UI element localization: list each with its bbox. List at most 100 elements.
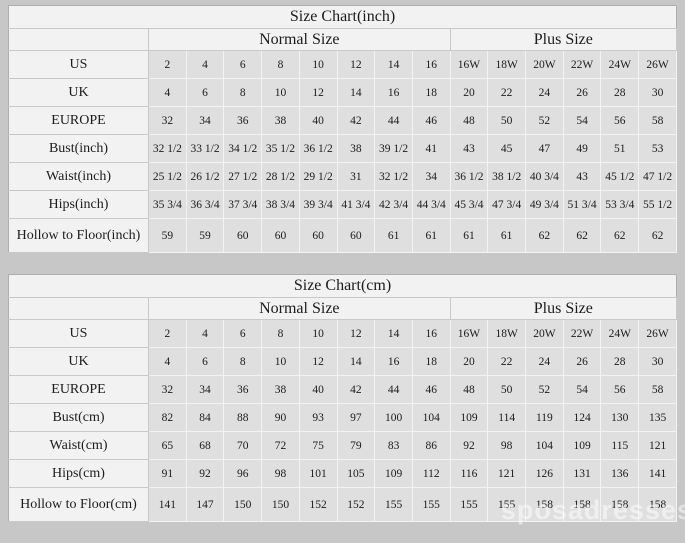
size-cell: 136: [600, 459, 640, 488]
size-cell: 20: [449, 78, 489, 107]
size-cell: 98: [487, 431, 527, 460]
column-group-row: Normal Size Plus Size: [8, 28, 678, 51]
size-cell: 32: [148, 375, 187, 404]
size-cell: 135: [638, 403, 677, 432]
size-cell: 83: [374, 431, 413, 460]
size-cell: 90: [261, 403, 300, 432]
size-cell: 29 1/2: [298, 162, 338, 191]
size-chart-table-inch: Size Chart(inch) Normal Size Plus Size US 2 4…: [8, 5, 678, 253]
row-label: Bust(cm): [8, 403, 149, 432]
size-cell: 150: [261, 487, 300, 522]
size-cell: 6: [185, 347, 225, 376]
size-cell: 49: [562, 134, 602, 163]
size-cell: 47 1/2: [638, 162, 677, 191]
size-cell: 61: [411, 218, 451, 253]
size-cell: 96: [223, 459, 263, 488]
size-cell: 31: [336, 162, 376, 191]
table-row: UK 4 6 8 10 12 14 16 18 20 22 24 26 28 30: [8, 78, 677, 107]
size-cell: 53: [638, 134, 677, 163]
size-cell: 158: [600, 487, 640, 522]
size-cell: 10: [298, 319, 338, 348]
size-cell: 22W: [562, 50, 602, 79]
size-cell: 16W: [449, 50, 489, 79]
size-cell: 109: [449, 403, 489, 432]
size-cell: 141: [638, 459, 677, 488]
size-cell: 30: [638, 78, 677, 107]
size-cell: 14: [374, 319, 413, 348]
size-cell: 124: [562, 403, 602, 432]
table-title: Size Chart(inch): [8, 5, 677, 29]
size-cell: 51 3/4: [562, 190, 602, 219]
size-cell: 8: [223, 347, 263, 376]
table-row: Hips(cm) 91 92 96 98 101 105 109 112 116 121 126 131…: [8, 459, 677, 488]
size-cell: 39 1/2: [374, 134, 413, 163]
table-row: Bust(inch) 32 1/2 33 1/2 34 1/2 35 1/2 36 1/2…: [8, 134, 677, 163]
size-cell: 44 3/4: [411, 190, 451, 219]
table-row: Hollow to Floor(inch) 59 59 60 60 60 60 61 61 61 6…: [8, 218, 677, 253]
size-cell: 16: [374, 347, 413, 376]
size-cell: 93: [298, 403, 338, 432]
size-cell: 28: [600, 347, 640, 376]
size-cell: 62: [525, 218, 564, 253]
row-label: Hips(cm): [8, 459, 149, 488]
size-cell: 35 1/2: [261, 134, 300, 163]
size-cell: 40: [298, 375, 338, 404]
size-chart-table-cm: Size Chart(cm) Normal Size Plus Size US 2 4 6 8…: [8, 274, 678, 522]
size-cell: 42: [336, 375, 376, 404]
size-cell: 36: [223, 375, 263, 404]
size-cell: 36: [223, 106, 263, 135]
row-label: Waist(inch): [8, 162, 149, 191]
size-cell: 155: [374, 487, 413, 522]
row-label: US: [8, 319, 149, 348]
size-cell: 61: [374, 218, 413, 253]
table-row: US 2 4 6 8 10 12 14 16 16W 18W 20W 22W 24W 26W: [8, 50, 677, 79]
size-cell: 12: [298, 347, 338, 376]
size-cell: 18: [411, 347, 451, 376]
size-cell: 91: [148, 459, 187, 488]
size-cell: 36 1/2: [449, 162, 489, 191]
size-cell: 52: [525, 375, 564, 404]
size-cell: 48: [449, 106, 489, 135]
size-cell: 54: [562, 375, 602, 404]
size-cell: 47: [525, 134, 564, 163]
row-label: EUROPE: [8, 106, 149, 135]
size-cell: 42: [336, 106, 376, 135]
size-cell: 116: [449, 459, 489, 488]
size-cell: 101: [298, 459, 338, 488]
table-row: Waist(inch) 25 1/2 26 1/2 27 1/2 28 1/2 29 1/…: [8, 162, 677, 191]
size-cell: 14: [374, 50, 413, 79]
size-cell: 60: [336, 218, 376, 253]
size-cell: 155: [411, 487, 451, 522]
size-cell: 65: [148, 431, 187, 460]
size-cell: 28 1/2: [261, 162, 300, 191]
size-cell: 2: [148, 319, 187, 348]
table-row: US 2 4 6 8 10 12 14 16 16W 18W 20W 22W 24W 26W: [8, 319, 677, 348]
size-cell: 12: [336, 319, 376, 348]
size-cell: 59: [148, 218, 187, 253]
size-cell: 44: [374, 106, 413, 135]
size-cell: 18W: [487, 319, 527, 348]
size-cell: 119: [525, 403, 564, 432]
size-cell: 62: [600, 218, 640, 253]
size-cell: 86: [411, 431, 451, 460]
row-label: Bust(inch): [8, 134, 149, 163]
size-cell: 12: [298, 78, 338, 107]
size-cell: 97: [336, 403, 376, 432]
size-cell: 104: [525, 431, 564, 460]
size-cell: 26: [562, 347, 602, 376]
size-cell: 30: [638, 347, 677, 376]
size-cell: 40 3/4: [525, 162, 564, 191]
table-row: Hips(inch) 35 3/4 36 3/4 37 3/4 38 3/4 39 3/4…: [8, 190, 677, 219]
size-cell: 100: [374, 403, 413, 432]
column-group-plus: Plus Size: [450, 297, 678, 320]
table-title-row: Size Chart(inch): [8, 5, 677, 29]
size-cell: 8: [261, 319, 300, 348]
size-cell: 48: [449, 375, 489, 404]
size-cell: 4: [148, 78, 187, 107]
size-cell: 115: [600, 431, 640, 460]
size-cell: 20W: [525, 319, 564, 348]
table-row: EUROPE 32 34 36 38 40 42 44 46 48 50 52 54 56 58: [8, 106, 677, 135]
size-cell: 25 1/2: [148, 162, 187, 191]
size-cell: 155: [487, 487, 527, 522]
size-cell: 92: [449, 431, 489, 460]
